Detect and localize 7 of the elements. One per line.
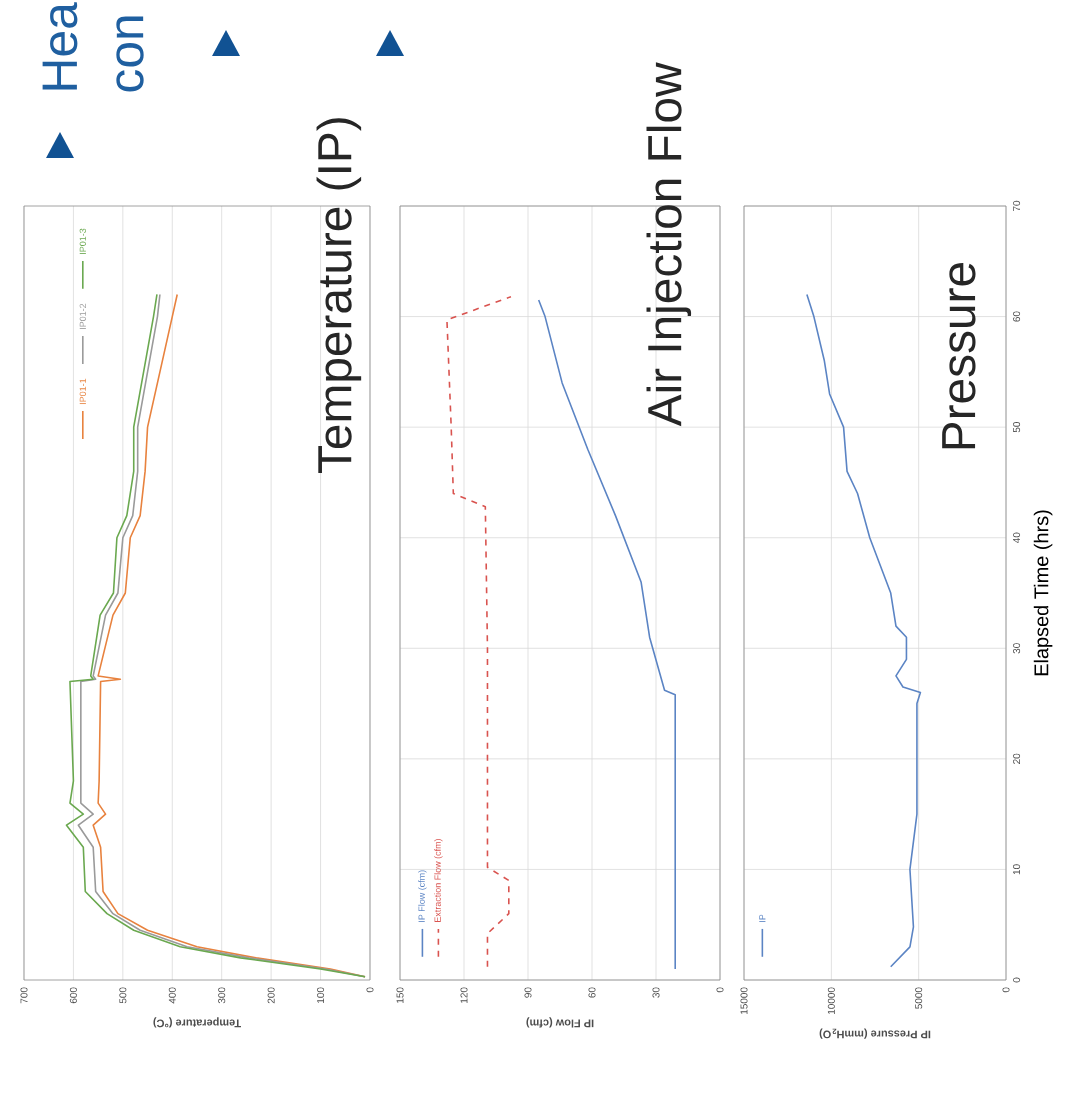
chart-title: Air Injection Flow xyxy=(646,62,692,427)
text: Temperature (IP) xyxy=(316,118,362,473)
text: con xyxy=(116,16,144,92)
y-axis-title: Elapsed Time (hrs) xyxy=(1033,510,1053,676)
text: Pressure xyxy=(942,263,976,449)
line-series xyxy=(806,293,922,968)
text: Hea xyxy=(42,2,78,90)
